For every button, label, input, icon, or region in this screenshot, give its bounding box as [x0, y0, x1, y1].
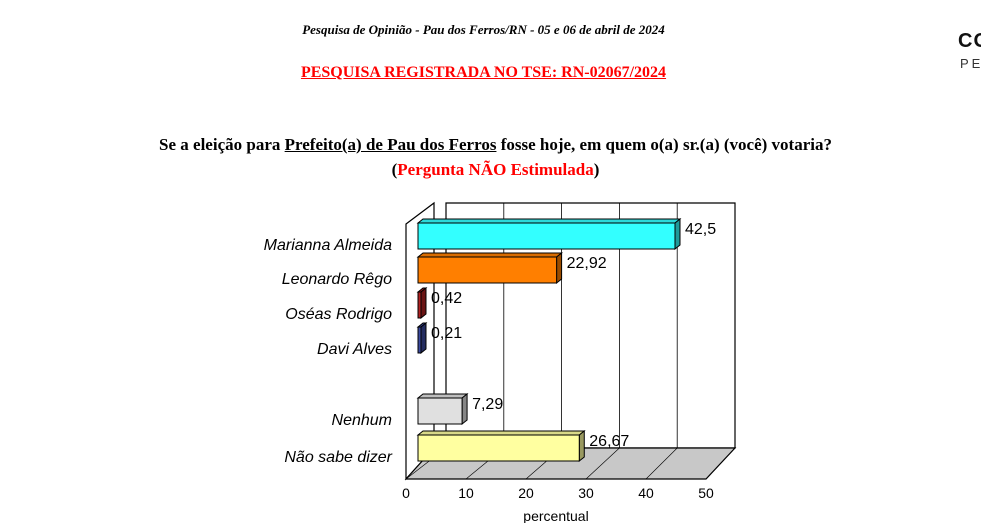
bar-top: [416, 430, 586, 436]
question-text: Se a eleição para Prefeito(a) de Pau dos…: [5, 135, 981, 155]
question-office: Prefeito(a) de Pau dos Ferros: [284, 135, 497, 154]
x-tick-label: 20: [518, 485, 534, 501]
bar-value-label: 0,21: [431, 325, 462, 342]
floor-gridline: [645, 447, 678, 480]
tse-registration: PESQUISA REGISTRADA NO TSE: RN-02067/202…: [300, 64, 667, 81]
bar-side: [461, 392, 468, 426]
question-note: (Pergunta NÃO Estimulada): [5, 160, 981, 180]
note-text: Pergunta NÃO Estimulada: [397, 160, 594, 179]
chart-labels: 42,5 Marianna Almeida 22,92 Leonardo Rêgo 0,…: [264, 221, 717, 466]
chart-bars: [416, 217, 682, 463]
bar-top: [416, 218, 682, 224]
company-logo: CO: [958, 30, 981, 52]
company-logo-sub: PE: [960, 56, 981, 71]
bar-value-label: 0,42: [431, 290, 462, 307]
category-label: Davi Alves: [317, 341, 392, 358]
x-tick-label: 30: [578, 485, 594, 501]
category-label: Não sabe dizer: [284, 449, 392, 466]
x-tick-label: 50: [698, 485, 714, 501]
chart-ticks: 0 10 20 30 40 50: [402, 485, 714, 501]
bar-side: [420, 286, 427, 320]
note-open: (: [391, 160, 398, 179]
bar: [417, 222, 676, 250]
bar-side: [674, 217, 681, 251]
question-suffix: fosse hoje, em quem o(a) sr.(a) (você) v…: [496, 135, 832, 154]
bar: [417, 326, 422, 354]
bar-top: [416, 252, 564, 258]
survey-header: Pesquisa de Opinião - Pau dos Ferros/RN …: [302, 22, 665, 37]
x-tick-label: 40: [638, 485, 654, 501]
bar-top: [416, 393, 469, 399]
question-prefix: Se a eleição para: [159, 135, 285, 154]
category-label: Marianna Almeida: [264, 237, 392, 254]
bar-side: [556, 251, 563, 285]
category-label: Nenhum: [332, 412, 392, 429]
bar: [417, 291, 422, 319]
bar: [417, 434, 580, 462]
note-close: ): [593, 160, 600, 179]
bar-value-label: 42,5: [685, 221, 716, 238]
bar-value-label: 22,92: [567, 255, 607, 272]
bar-value-label: 26,67: [589, 433, 629, 450]
bar: [417, 397, 463, 425]
x-tick-label: 10: [458, 485, 474, 501]
bar-side: [578, 429, 585, 463]
bar: [417, 256, 558, 284]
category-label: Oséas Rodrigo: [285, 306, 392, 323]
x-axis-title: percentual: [523, 508, 588, 523]
floor-gridline: [705, 447, 736, 480]
bar-side: [420, 321, 427, 355]
x-tick-label: 0: [402, 485, 410, 501]
bar-value-label: 7,29: [472, 396, 503, 413]
category-label: Leonardo Rêgo: [282, 271, 392, 288]
floor-gridline: [585, 447, 620, 480]
